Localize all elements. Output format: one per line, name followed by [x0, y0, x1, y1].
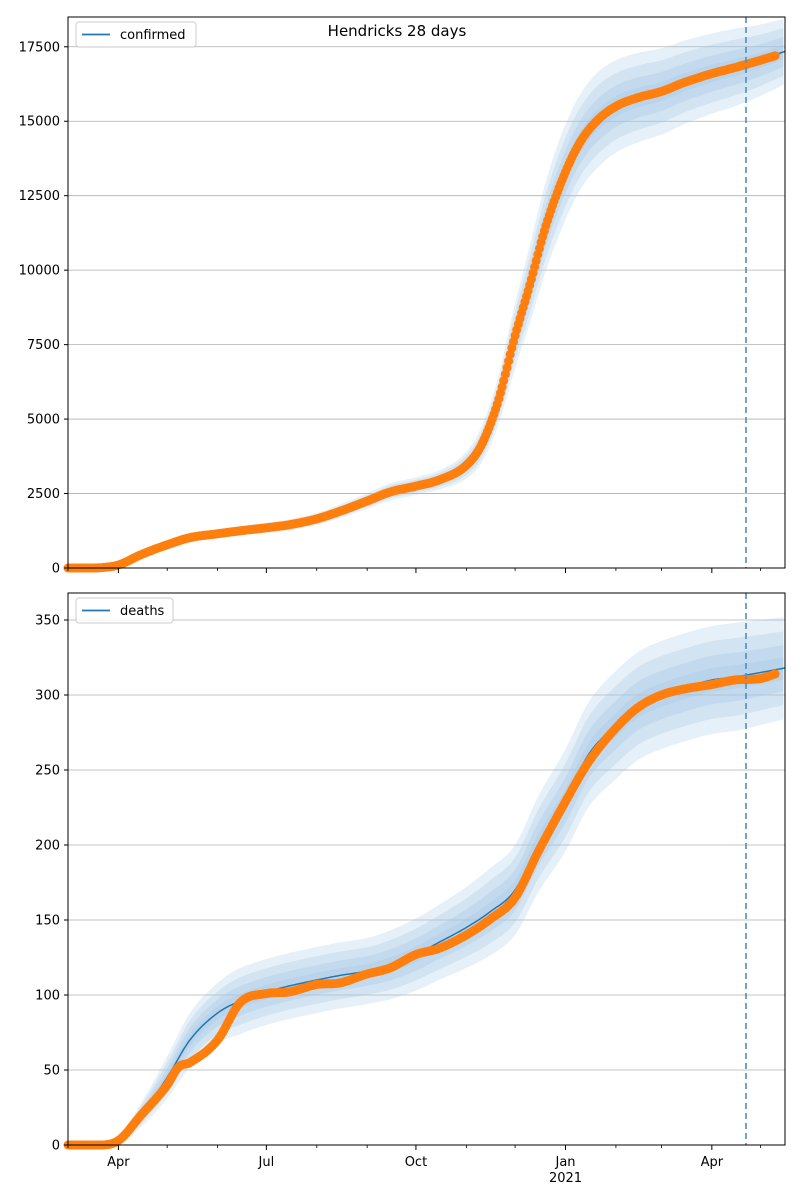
observed-point: [770, 51, 780, 61]
y-tick-label: 12500: [19, 189, 60, 204]
y-tick-label: 100: [35, 989, 60, 1004]
axes-frame: [67, 592, 786, 1146]
x-tick-label: Apr: [107, 1155, 130, 1170]
x-tick-label: Apr: [701, 1155, 724, 1170]
legend-label: confirmed: [120, 28, 186, 43]
axes-frame: [67, 16, 786, 569]
x-tick-sublabel: 2021: [549, 1171, 582, 1186]
y-tick-label: 200: [35, 839, 60, 854]
y-tick-label: 0: [52, 1139, 60, 1154]
y-tick-label: 300: [35, 689, 60, 704]
uncertainty-band: [68, 617, 784, 1145]
x-tick-label: Oct: [405, 1155, 427, 1170]
y-tick-label: 50: [43, 1064, 60, 1079]
legend: confirmed: [75, 21, 197, 48]
x-tick-label: Jan: [554, 1155, 575, 1170]
y-tick-label: 5000: [27, 413, 60, 428]
y-tick-label: 150: [35, 914, 60, 929]
uncertainty-band: [68, 28, 784, 569]
uncertainty-band: [68, 37, 784, 568]
y-tick-label: 7500: [27, 338, 60, 353]
x-tick-label: Jul: [258, 1155, 275, 1170]
y-tick-label: 10000: [19, 264, 60, 279]
legend: deaths: [75, 597, 174, 624]
figure-title: Hendricks 28 days: [328, 22, 467, 40]
y-tick-label: 0: [52, 562, 60, 577]
y-tick-label: 350: [35, 614, 60, 629]
uncertainty-band: [68, 18, 784, 568]
legend-box: [75, 597, 174, 624]
confirmed-panel: 0 2500 5000 7500 10000 12500 15000 17500 confirm…: [19, 16, 786, 577]
y-tick-label: 15000: [19, 115, 60, 130]
uncertainty-band: [68, 631, 784, 1145]
legend-label: deaths: [120, 604, 165, 619]
y-tick-label: 250: [35, 764, 60, 779]
uncertainty-band: [68, 645, 784, 1145]
observed-point: [770, 669, 780, 679]
legend-box: [75, 21, 197, 48]
y-tick-label: 2500: [27, 487, 60, 502]
y-tick-label: 17500: [19, 40, 60, 55]
